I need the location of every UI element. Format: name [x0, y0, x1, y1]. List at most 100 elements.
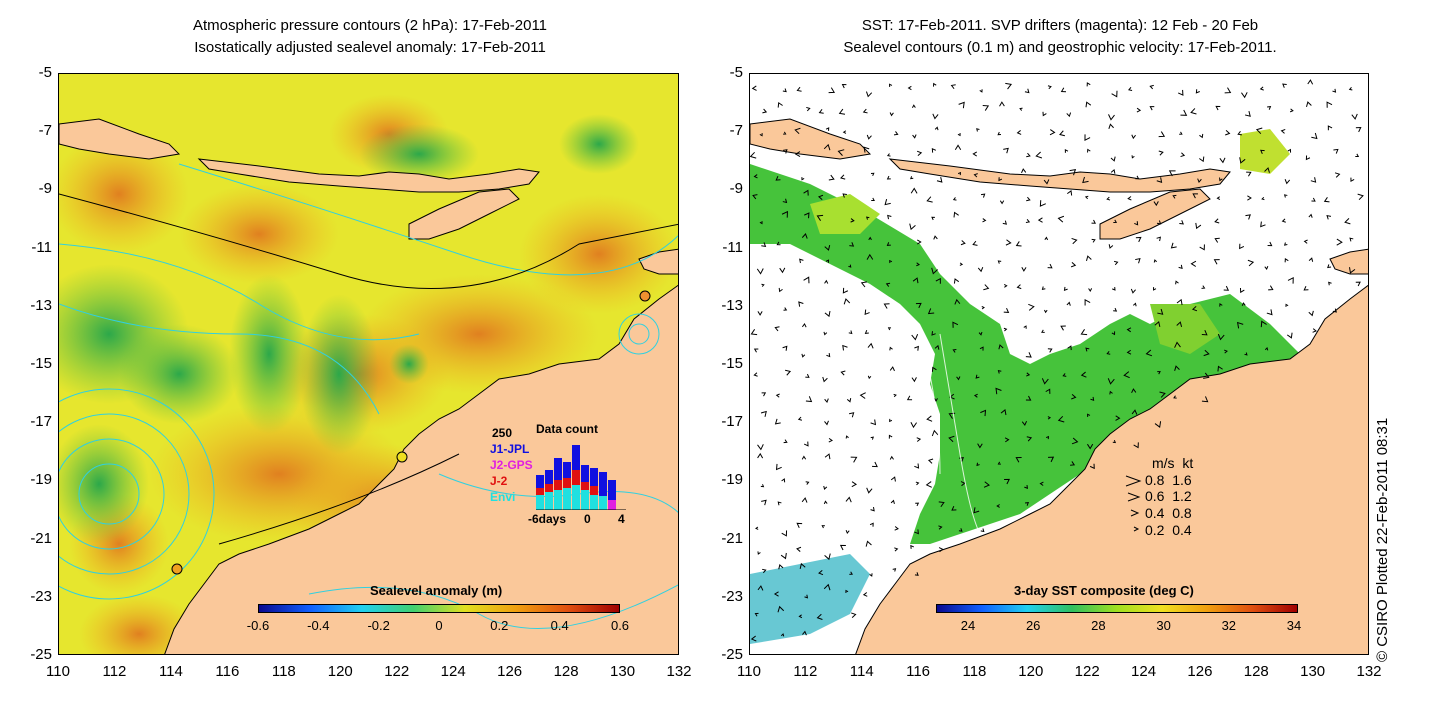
- velocity-arrow: [757, 452, 764, 459]
- velocity-arrow: [975, 374, 980, 379]
- velocity-arrow: [1025, 352, 1032, 358]
- left-cbar-tick-0: -0.6: [246, 618, 270, 633]
- velocity-arrow: [774, 326, 780, 332]
- velocity-arrow: [1112, 440, 1117, 444]
- velocity-arrow: [845, 496, 852, 503]
- velocity-arrow: [823, 143, 831, 151]
- velocity-arrow: [1180, 109, 1188, 116]
- velocity-arrow: [1003, 307, 1010, 313]
- velocity-arrow: [824, 398, 829, 403]
- left-cbar-tick-6: 0.6: [610, 618, 630, 633]
- velocity-arrow: [1344, 217, 1351, 225]
- velocity-arrow: [1045, 435, 1050, 440]
- left-lon-tick-10: 130: [610, 663, 636, 680]
- velocity-arrow: [1066, 112, 1072, 118]
- velocity-arrow: [1039, 200, 1046, 207]
- velocity-arrow: [828, 437, 833, 443]
- left-lon-tick-11: 132: [666, 663, 692, 680]
- velocity-arrow: [774, 418, 781, 425]
- velocity-arrow: [977, 443, 983, 449]
- right-lat-tick-8: -21: [721, 529, 743, 547]
- velocity-arrow: [1350, 177, 1355, 183]
- velocity-arrow: [887, 214, 892, 220]
- velocity-arrow: [1241, 92, 1248, 99]
- velocity-arrow: [1334, 172, 1341, 178]
- velocity-arrow: [780, 552, 787, 560]
- left-lon-tick-5: 120: [327, 663, 353, 680]
- velocity-arrow: [885, 282, 891, 287]
- velocity-arrow: [803, 276, 810, 284]
- velocity-arrow: [958, 528, 963, 532]
- velocity-arrow: [886, 242, 891, 247]
- velocity-arrow: [980, 528, 985, 533]
- velocity-arrow: [933, 82, 937, 87]
- left-lat-tick-2: -9: [38, 180, 52, 198]
- velocity-arrow: [824, 553, 831, 561]
- velocity-arrow: [798, 301, 804, 307]
- velocity-arrow: [1108, 114, 1115, 121]
- velocity-arrow: [1015, 241, 1022, 247]
- velocity-arrow: [890, 499, 895, 504]
- velocity-arrow: [1045, 388, 1051, 394]
- velocity-arrow: [750, 151, 757, 159]
- velocity-arrow: [1123, 371, 1130, 379]
- velocity-arrow: [1041, 329, 1045, 333]
- velocity-arrow: [866, 253, 874, 260]
- velocity-arrow: [889, 112, 894, 117]
- velocity-arrow: [1237, 131, 1242, 136]
- velocity-arrow: [1170, 242, 1177, 249]
- velocity-arrow: [1306, 101, 1312, 107]
- velocity-arrow: [842, 130, 847, 134]
- velocity-arrow: [1246, 171, 1252, 177]
- velocity-arrow: [998, 177, 1003, 182]
- velocity-arrow: [1283, 194, 1288, 198]
- velocity-arrow: [916, 437, 922, 442]
- velocity-arrow: [1082, 176, 1089, 184]
- velocity-arrow: [1026, 152, 1031, 158]
- velocity-arrow: [1267, 106, 1272, 110]
- velocity-arrow: [1336, 238, 1343, 246]
- velocity-arrow: [870, 419, 877, 426]
- velocity-arrow: [1308, 213, 1313, 218]
- velocity-arrow: [753, 372, 758, 377]
- velocity-arrow: [757, 551, 761, 555]
- velocity-arrow: [1224, 87, 1232, 94]
- left-lat-tick-6: -17: [30, 413, 52, 431]
- velocity-arrow: [972, 240, 978, 246]
- velocity-arrow: [1115, 415, 1121, 421]
- velocity-arrow: [782, 88, 787, 93]
- velocity-arrow: [1062, 373, 1067, 377]
- velocity-arrow: [866, 216, 870, 220]
- velocity-arrow: [1047, 416, 1052, 420]
- velocity-arrow: [866, 487, 873, 494]
- velocity-arrow: [1149, 106, 1155, 111]
- right-lon-tick-4: 118: [962, 663, 987, 680]
- velocity-arrow: [1131, 388, 1137, 394]
- velocity-arrow: [889, 83, 893, 87]
- velocity-arrow: [1219, 177, 1223, 182]
- velocity-arrow: [1266, 309, 1273, 316]
- velocity-arrow: [938, 525, 943, 530]
- velocity-arrow: [1355, 281, 1361, 287]
- velocity-arrow: [1191, 306, 1198, 312]
- velocity-arrow: [1003, 327, 1008, 332]
- velocity-arrow: [1311, 132, 1318, 140]
- velocity-arrow: [864, 309, 870, 316]
- velocity-arrow: [866, 134, 872, 140]
- velocity-arrow: [952, 197, 957, 201]
- velocity-arrow: [1156, 220, 1162, 225]
- velocity-arrow: [803, 441, 809, 447]
- velocity-arrow: [915, 481, 920, 486]
- right-cbar-tick-3: 30: [1156, 618, 1171, 633]
- velocity-arrow: [805, 481, 810, 485]
- right-lon-tick-0: 110: [737, 663, 761, 680]
- velocity-arrow: [1357, 193, 1364, 201]
- velocity-arrow: [887, 327, 892, 331]
- data-count-inset: 250 Data count J1-JPL J2-GPS J-2 Envi -6…: [488, 420, 638, 528]
- velocity-arrow: [1178, 264, 1183, 270]
- velocity-arrow: [1066, 301, 1071, 306]
- velocity-arrow: [757, 585, 764, 591]
- inset-histogram: [536, 445, 626, 510]
- velocity-arrow: [1286, 332, 1293, 339]
- velocity-arrow: [1080, 371, 1087, 378]
